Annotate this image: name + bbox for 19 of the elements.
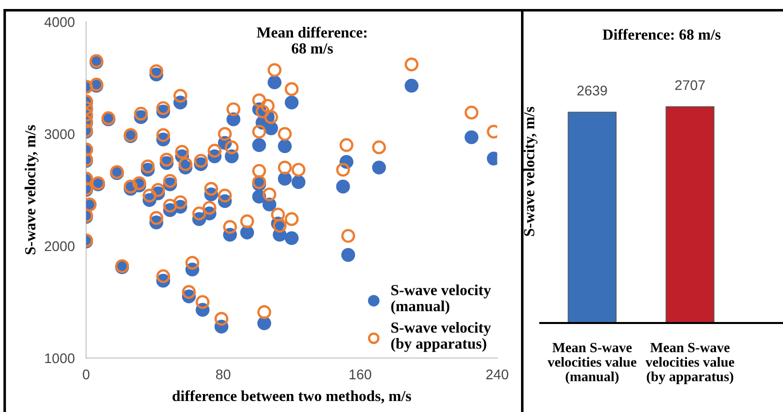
x-tick-label: 240 xyxy=(486,370,508,380)
x-tick-label: Mean S-wave velocities value (by apparatus) xyxy=(645,342,734,384)
x-tick-label: 80 xyxy=(216,370,230,380)
data-label: 2707 xyxy=(675,80,705,90)
y-tick-label: 1000 xyxy=(45,353,74,364)
x-tick-label: 0 xyxy=(82,370,90,380)
y-axis-title: S-wave velocity, m/s xyxy=(24,125,39,254)
data-label: 2639 xyxy=(577,86,607,96)
legend-label: S-wave velocity (by apparatus) xyxy=(391,322,491,352)
y-axis-title: S-wave velocity, m/s xyxy=(524,106,538,236)
y-tick-label: 2000 xyxy=(44,241,74,252)
y-tick-label: 3000 xyxy=(44,129,74,140)
legend-label: S-wave velocity (manual) xyxy=(391,284,491,314)
annotation: Mean difference: 68 m/s xyxy=(256,26,366,54)
x-tick-label: 160 xyxy=(350,370,372,380)
y-tick-label: 4000 xyxy=(44,17,74,28)
x-tick-label: Mean S-wave velocities value (manual) xyxy=(548,342,636,384)
chart-title: Difference: 68 m/s xyxy=(602,28,721,40)
x-axis-title: difference between two methods, m/s xyxy=(172,390,412,404)
